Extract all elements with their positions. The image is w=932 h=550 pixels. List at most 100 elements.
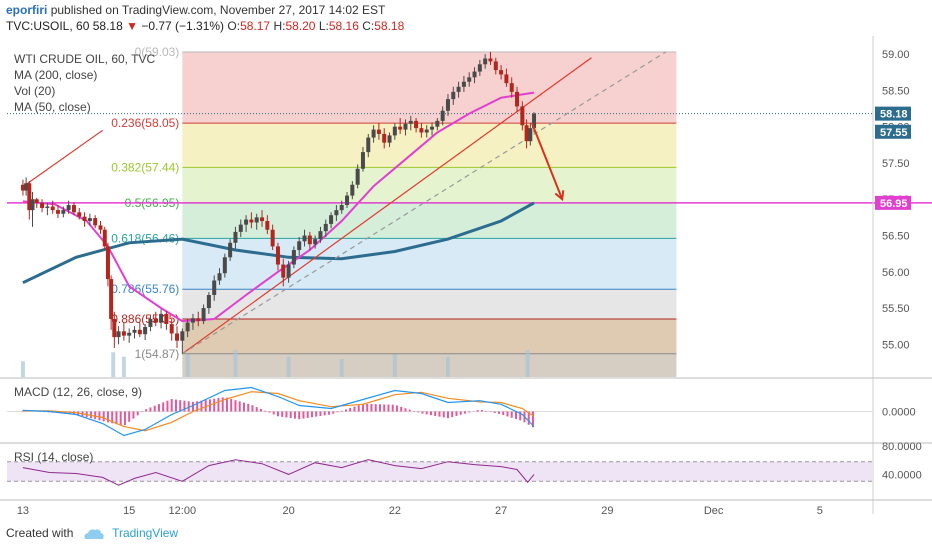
macd-histogram-bar	[438, 411, 441, 417]
candle-body	[430, 126, 435, 130]
macd-histogram-bar	[191, 401, 194, 412]
candle-body	[451, 91, 456, 100]
candle-body	[153, 318, 158, 323]
macd-histogram-bar	[230, 398, 233, 412]
price-tick-label: 55.50	[882, 303, 910, 315]
candle-body	[515, 91, 520, 107]
candle-body	[238, 224, 243, 232]
volume-bar	[339, 359, 344, 377]
candle-body	[66, 205, 71, 211]
macd-histogram-bar	[353, 406, 356, 412]
x-tick-label: Dec	[704, 505, 724, 517]
macd-histogram-bar	[344, 409, 347, 412]
macd-histogram-bar	[276, 411, 279, 417]
macd-histogram-bar	[421, 411, 424, 414]
candle-body	[105, 246, 110, 280]
candle-body	[440, 110, 445, 121]
macd-histogram-bar	[446, 411, 449, 419]
macd-histogram-bar	[106, 411, 109, 423]
x-tick-label: 29	[601, 505, 613, 517]
low-value: 58.16	[328, 19, 359, 33]
price-badge	[875, 195, 911, 210]
candle-body	[387, 135, 392, 143]
high-value: 58.20	[285, 19, 316, 33]
macd-histogram-bar	[132, 411, 135, 419]
indicator-label: MA (50, close)	[14, 100, 91, 114]
price-tick-label: 57.50	[882, 158, 910, 170]
volume-bar	[233, 350, 238, 377]
candle-body	[313, 239, 318, 245]
author-name[interactable]: eporfiri	[6, 3, 48, 17]
macd-histogram-bar	[289, 411, 292, 419]
macd-histogram-bar	[366, 403, 369, 412]
macd-histogram-bar	[336, 411, 339, 413]
macd-histogram-bar	[510, 411, 513, 418]
candle-body	[206, 295, 211, 309]
candle-body	[93, 218, 98, 226]
candle-body	[291, 250, 296, 265]
fib-zone	[182, 318, 677, 354]
high-label: H:	[273, 19, 286, 33]
macd-histogram-bar	[459, 411, 462, 415]
macd-histogram-bar	[115, 411, 118, 425]
macd-histogram-bar	[200, 400, 203, 412]
candle-body	[329, 215, 334, 224]
candle-body	[212, 280, 217, 296]
candle-body	[61, 210, 66, 214]
tradingview-brand[interactable]: TradingView	[112, 526, 179, 540]
candle-body	[493, 61, 498, 71]
macd-histogram-bar	[187, 401, 190, 412]
candle-body	[82, 216, 87, 222]
macd-histogram-bar	[310, 411, 313, 418]
macd-histogram-bar	[497, 411, 500, 414]
macd-histogram-bar	[140, 411, 143, 413]
candle-body	[27, 183, 32, 211]
x-tick-label: 15	[123, 505, 135, 517]
candle-body	[477, 64, 482, 72]
candle-body	[228, 242, 233, 258]
candle-body	[360, 152, 365, 169]
macd-histogram-bar	[264, 410, 267, 412]
candle-body	[159, 313, 164, 323]
macd-histogram-bar	[502, 411, 505, 416]
macd-histogram-bar	[170, 399, 173, 412]
macd-histogram-bar	[451, 411, 454, 418]
macd-histogram-bar	[145, 409, 148, 412]
candle-body	[164, 313, 169, 325]
macd-histogram-bar	[463, 411, 466, 414]
macd-histogram-bar	[102, 411, 105, 422]
macd-histogram-bar	[204, 399, 207, 412]
macd-histogram-bar	[94, 411, 97, 420]
candle-body	[71, 205, 76, 213]
macd-histogram-bar	[514, 411, 517, 420]
macd-histogram-bar	[519, 411, 522, 421]
fib-zone	[182, 167, 677, 203]
candle-body	[190, 318, 195, 323]
price-badge-label: 58.18	[880, 109, 908, 121]
volume-bar	[185, 354, 190, 377]
candle-body	[143, 326, 148, 335]
fib-level-label: 0.236(58.05)	[111, 116, 179, 130]
candle-body	[376, 129, 381, 134]
macd-histogram-bar	[157, 404, 160, 412]
chart-area[interactable]: 0(59.03)0.236(58.05)0.382(57.44)0.5(56.9…	[0, 36, 932, 524]
macd-histogram-bar	[361, 403, 364, 412]
macd-histogram-bar	[119, 411, 122, 426]
candle-body	[148, 318, 153, 327]
candle-body	[435, 120, 440, 127]
candle-body	[472, 71, 477, 78]
last-price: 58.18	[92, 19, 123, 33]
macd-histogram-bar	[378, 404, 381, 412]
candle-body	[112, 318, 117, 338]
candle-body	[323, 223, 328, 232]
fib-level-label: 0.382(57.44)	[111, 160, 179, 174]
price-tick-label: 56.50	[882, 231, 910, 243]
candle-body	[483, 58, 488, 65]
price-badge	[875, 106, 911, 121]
macd-histogram-bar	[468, 411, 471, 413]
x-tick-label: 5	[817, 505, 823, 517]
macd-histogram-bar	[417, 411, 420, 413]
arrow-head	[554, 190, 565, 202]
price-tick-label: 59.00	[882, 49, 910, 61]
fib-level-label: 1(54.87)	[135, 347, 180, 361]
